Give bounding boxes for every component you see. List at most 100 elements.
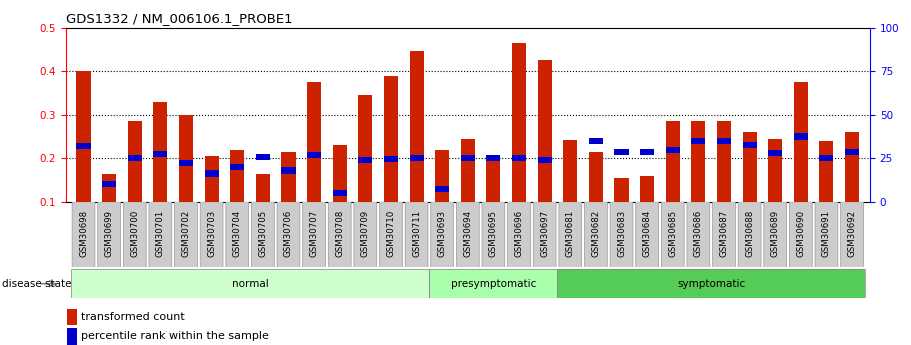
Bar: [768, 149, 783, 156]
FancyBboxPatch shape: [533, 202, 556, 267]
Bar: [768, 139, 783, 202]
Text: GSM30681: GSM30681: [566, 210, 575, 257]
Bar: [179, 160, 193, 166]
Text: GSM30687: GSM30687: [720, 210, 729, 257]
FancyBboxPatch shape: [277, 202, 300, 267]
Bar: [461, 139, 475, 202]
FancyBboxPatch shape: [738, 202, 761, 267]
FancyBboxPatch shape: [661, 202, 684, 267]
Bar: [307, 82, 322, 202]
Bar: [67, 309, 77, 325]
Text: percentile rank within the sample: percentile rank within the sample: [81, 332, 269, 341]
Bar: [563, 139, 578, 202]
Text: GSM30692: GSM30692: [847, 210, 856, 257]
FancyBboxPatch shape: [97, 202, 120, 267]
Text: GSM30689: GSM30689: [771, 210, 780, 257]
FancyBboxPatch shape: [585, 202, 608, 267]
FancyBboxPatch shape: [123, 202, 146, 267]
Bar: [128, 155, 142, 161]
Bar: [128, 121, 142, 202]
Text: GDS1332 / NM_006106.1_PROBE1: GDS1332 / NM_006106.1_PROBE1: [66, 12, 292, 25]
FancyBboxPatch shape: [380, 202, 403, 267]
FancyBboxPatch shape: [507, 202, 530, 267]
Bar: [512, 43, 526, 202]
Text: GSM30693: GSM30693: [437, 210, 446, 257]
Bar: [333, 145, 347, 202]
Bar: [614, 149, 629, 155]
Bar: [558, 269, 865, 298]
Text: presymptomatic: presymptomatic: [451, 279, 536, 289]
Bar: [589, 138, 603, 144]
Text: GSM30707: GSM30707: [310, 210, 319, 257]
FancyBboxPatch shape: [175, 202, 198, 267]
Bar: [717, 138, 731, 144]
Bar: [691, 121, 705, 202]
Bar: [153, 151, 168, 157]
Text: GSM30682: GSM30682: [591, 210, 600, 257]
Bar: [281, 167, 295, 174]
Bar: [640, 176, 654, 202]
Text: GSM30690: GSM30690: [796, 210, 805, 257]
Bar: [819, 155, 834, 161]
FancyBboxPatch shape: [790, 202, 813, 267]
Bar: [102, 181, 117, 187]
Bar: [77, 143, 90, 149]
FancyBboxPatch shape: [687, 202, 710, 267]
FancyBboxPatch shape: [251, 202, 274, 267]
FancyBboxPatch shape: [712, 202, 735, 267]
Bar: [819, 141, 834, 202]
Bar: [666, 121, 680, 202]
Text: GSM30701: GSM30701: [156, 210, 165, 257]
FancyBboxPatch shape: [328, 202, 351, 267]
Text: GSM30706: GSM30706: [284, 210, 293, 257]
Bar: [384, 76, 398, 202]
Bar: [205, 170, 219, 177]
FancyBboxPatch shape: [405, 202, 428, 267]
Bar: [666, 147, 680, 152]
Bar: [537, 157, 552, 164]
FancyBboxPatch shape: [200, 202, 223, 267]
Bar: [71, 269, 429, 298]
Text: GSM30699: GSM30699: [105, 210, 114, 257]
Text: GSM30709: GSM30709: [361, 210, 370, 257]
Bar: [333, 190, 347, 196]
Text: GSM30695: GSM30695: [489, 210, 498, 257]
Text: GSM30708: GSM30708: [335, 210, 344, 257]
Bar: [486, 155, 500, 161]
Text: GSM30688: GSM30688: [745, 210, 754, 257]
Text: GSM30684: GSM30684: [642, 210, 651, 257]
Text: GSM30704: GSM30704: [232, 210, 241, 257]
Bar: [512, 155, 526, 161]
Bar: [429, 269, 558, 298]
FancyBboxPatch shape: [610, 202, 633, 267]
Bar: [77, 71, 90, 202]
Bar: [358, 95, 373, 202]
Text: transformed count: transformed count: [81, 312, 185, 322]
Text: GSM30683: GSM30683: [617, 210, 626, 257]
Bar: [537, 60, 552, 202]
Bar: [845, 149, 859, 155]
FancyBboxPatch shape: [841, 202, 864, 267]
Text: GSM30703: GSM30703: [207, 210, 216, 257]
Bar: [230, 150, 244, 202]
Text: GSM30702: GSM30702: [181, 210, 190, 257]
Text: GSM30697: GSM30697: [540, 210, 549, 257]
Text: GSM30710: GSM30710: [386, 210, 395, 257]
Bar: [410, 51, 424, 202]
Bar: [307, 152, 322, 158]
Bar: [179, 115, 193, 202]
FancyBboxPatch shape: [815, 202, 838, 267]
Text: GSM30700: GSM30700: [130, 210, 139, 257]
Bar: [793, 134, 808, 139]
Text: GSM30711: GSM30711: [412, 210, 421, 257]
Bar: [384, 156, 398, 162]
Bar: [205, 156, 219, 202]
FancyBboxPatch shape: [763, 202, 786, 267]
FancyBboxPatch shape: [149, 202, 172, 267]
Bar: [640, 149, 654, 155]
Text: symptomatic: symptomatic: [677, 279, 745, 289]
Bar: [256, 154, 270, 160]
FancyBboxPatch shape: [226, 202, 249, 267]
Text: normal: normal: [231, 279, 269, 289]
Bar: [102, 174, 117, 202]
